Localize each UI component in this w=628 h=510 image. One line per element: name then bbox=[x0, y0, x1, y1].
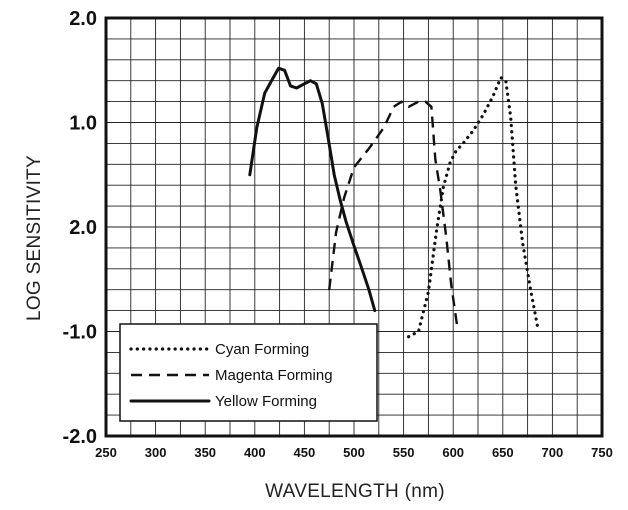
series-magenta-forming bbox=[328, 100, 459, 327]
legend: Cyan Forming Magenta Forming Yellow Formin… bbox=[119, 323, 378, 422]
x-tick-label: 350 bbox=[194, 445, 216, 460]
legend-box bbox=[119, 323, 378, 422]
y-axis-label: LOG SENSITIVITY bbox=[24, 155, 45, 321]
legend-label-cyan-forming: Cyan Forming bbox=[215, 341, 309, 358]
y-tick-label: 2.0 bbox=[69, 217, 97, 239]
plot-frame bbox=[104, 16, 604, 438]
series-yellow-forming bbox=[248, 66, 377, 313]
y-tick-label: 1.0 bbox=[69, 113, 97, 135]
x-tick-labels: 250 300 350 400 450 500 550 600 650 700 750 bbox=[95, 445, 613, 460]
x-tick-label: 650 bbox=[492, 445, 514, 460]
y-tick-label: 2.0 bbox=[69, 8, 97, 30]
x-tick-label: 400 bbox=[244, 445, 266, 460]
series-layer bbox=[248, 66, 540, 339]
x-tick-label: 750 bbox=[591, 445, 613, 460]
series-cyan-forming bbox=[407, 76, 540, 339]
legend-label-magenta-forming: Magenta Forming bbox=[215, 367, 333, 384]
y-tick-label: -2.0 bbox=[63, 426, 97, 448]
x-tick-label: 600 bbox=[442, 445, 464, 460]
x-tick-label: 450 bbox=[294, 445, 316, 460]
grid bbox=[106, 18, 602, 436]
legend-label-yellow-forming: Yellow Forming bbox=[215, 393, 317, 410]
y-tick-labels: 2.0 1.0 2.0 -1.0 -2.0 bbox=[63, 8, 97, 448]
x-tick-label: 300 bbox=[145, 445, 167, 460]
x-tick-label: 500 bbox=[343, 445, 365, 460]
y-tick-label: -1.0 bbox=[63, 322, 97, 344]
x-tick-label: 250 bbox=[95, 445, 117, 460]
x-tick-label: 700 bbox=[542, 445, 564, 460]
x-axis-label: WAVELENGTH (nm) bbox=[265, 481, 445, 502]
x-tick-label: 550 bbox=[393, 445, 415, 460]
